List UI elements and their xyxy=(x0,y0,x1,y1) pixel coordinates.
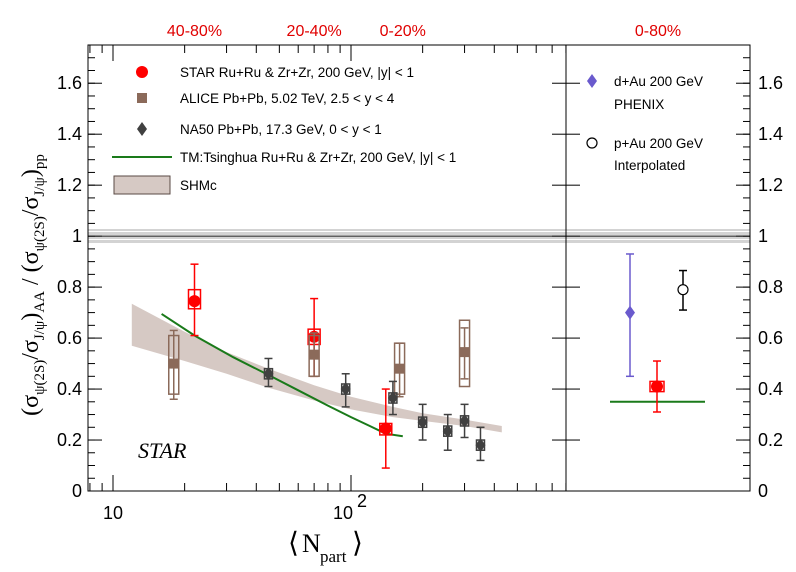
alice-point xyxy=(168,358,179,369)
star-point xyxy=(379,422,392,435)
legend-star-label: STAR Ru+Ru & Zr+Zr, 200 GeV, |y| < 1 xyxy=(180,65,414,80)
y-tick-label-left: 0.4 xyxy=(57,379,82,399)
legend-shmc-label: SHMc xyxy=(180,178,217,193)
na50-point xyxy=(263,366,274,381)
na50-point xyxy=(475,438,486,453)
legend-shmc-marker xyxy=(113,175,171,195)
y-tick-label-left: 0.6 xyxy=(57,328,82,348)
na50-point xyxy=(340,382,351,397)
y-tick-label-left: 0.2 xyxy=(57,430,82,450)
x-tick-label-100: 10 xyxy=(333,503,353,523)
legend-pau-label-2: Interpolated xyxy=(614,158,685,173)
legend-pau-label-1: p+Au 200 GeV xyxy=(614,136,703,151)
legend-dau-label-2: PHENIX xyxy=(614,97,664,112)
y-tick-label-right: 1.2 xyxy=(758,175,783,195)
y-tick-label-right: 1.4 xyxy=(758,124,783,144)
centrality-label: 20-40% xyxy=(287,23,342,40)
right-star-point xyxy=(651,380,663,393)
alice-point xyxy=(309,349,320,360)
legend-dau-label-1: d+Au 200 GeV xyxy=(614,74,703,89)
legend-na50-marker xyxy=(137,122,147,136)
centrality-label: 0-20% xyxy=(380,23,426,40)
y-tick-label-left: 1.2 xyxy=(57,175,82,195)
legend-alice-label: ALICE Pb+Pb, 5.02 TeV, 2.5 < y < 4 xyxy=(180,91,395,106)
na50-point xyxy=(387,390,398,405)
legend-tm-label: TM:Tsinghua Ru+Ru & Zr+Zr, 200 GeV, |y| … xyxy=(180,150,456,165)
reference-line-layer xyxy=(88,228,750,244)
axes-frame xyxy=(87,44,751,492)
y-tick-label-right: 0.8 xyxy=(758,277,783,297)
y-tick-label-right: 0.4 xyxy=(758,379,783,399)
centrality-label: 40-80% xyxy=(167,23,222,40)
legend-pau-marker xyxy=(586,137,598,149)
shmc-band-layer xyxy=(131,303,502,433)
star-annotation: STAR xyxy=(138,438,187,463)
x-tick-label-100-exp: 2 xyxy=(357,491,367,511)
y-tick-label-left: 0 xyxy=(72,481,82,501)
legend-na50-label: NA50 Pb+Pb, 17.3 GeV, 0 < y < 1 xyxy=(180,122,382,137)
x-axis-label: ⟨ N part ⟩ xyxy=(288,528,363,566)
svg-text:part: part xyxy=(320,547,347,566)
tm-curve xyxy=(161,313,403,438)
x-tick-label-10: 10 xyxy=(103,503,123,523)
dau-point xyxy=(625,305,635,320)
y-tick-label-left: 1.4 xyxy=(57,124,82,144)
na50-point xyxy=(442,424,453,439)
legend-dau-marker xyxy=(587,74,597,88)
na50-point xyxy=(417,415,428,430)
na50-point xyxy=(459,413,470,428)
plot-frame xyxy=(87,44,751,492)
y-tick-label-left: 1 xyxy=(72,226,82,246)
y-axis-label: (σψ(2S)/σJ/ψ)AA / (σψ(2S)/σJ/ψ)pp xyxy=(18,154,48,416)
svg-text:⟩: ⟩ xyxy=(352,528,363,559)
shmc-band xyxy=(131,303,502,433)
y-tick-label-right: 0.6 xyxy=(758,328,783,348)
alice-point xyxy=(459,347,470,358)
centrality-label-right: 0-80% xyxy=(635,23,681,40)
y-tick-label-right: 0 xyxy=(758,481,768,501)
svg-text:N: N xyxy=(302,529,321,558)
axis-ticks: 0 0 0.2 0.2 0.4 0.4 0.6 0.6 0.8 0.8 1 1 1.2 1.2 1.4 1.4… xyxy=(57,23,783,523)
data-markers xyxy=(161,253,705,469)
y-tick-label-right: 0.2 xyxy=(758,430,783,450)
svg-text:(σψ(2S)/σJ/ψ)AA / (σψ(2S)/σJ/ψ: (σψ(2S)/σJ/ψ)AA / (σψ(2S)/σJ/ψ)pp xyxy=(18,154,48,416)
alice-point xyxy=(394,363,405,374)
star-point xyxy=(188,295,201,308)
y-tick-label-left: 1.6 xyxy=(57,73,82,93)
y-tick-label-left: 0.8 xyxy=(57,277,82,297)
y-tick-label-right: 1.6 xyxy=(758,73,783,93)
legend-star-marker xyxy=(136,66,148,78)
svg-text:⟨: ⟨ xyxy=(288,528,299,559)
pau-point xyxy=(677,284,689,296)
legend: STAR Ru+Ru & Zr+Zr, 200 GeV, |y| < 1 ALIC… xyxy=(112,65,703,195)
y-tick-label-right: 1 xyxy=(758,226,768,246)
legend-alice-marker xyxy=(137,93,147,103)
